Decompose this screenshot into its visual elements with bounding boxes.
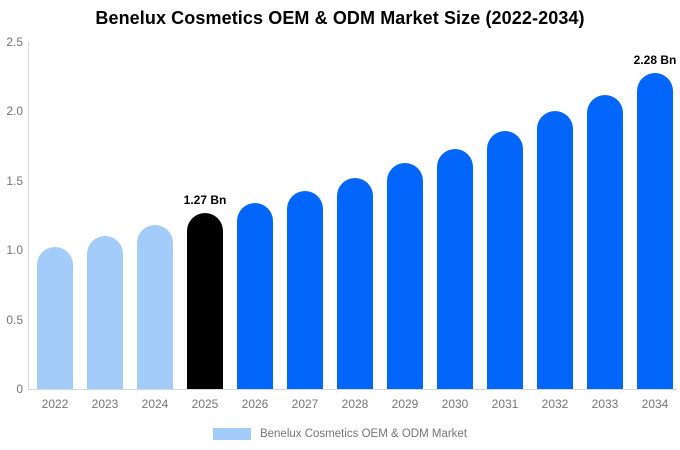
bar-2031: [487, 130, 523, 389]
legend-label: Benelux Cosmetics OEM & ODM Market: [259, 428, 468, 440]
y-tick-label-1.5: 1.5: [6, 173, 23, 188]
bar-2033: [587, 94, 623, 389]
x-tick-label-2033: 2033: [591, 397, 619, 411]
bar-value-label-2034: 2.28 Bn: [633, 52, 677, 67]
bar-2032: [537, 111, 573, 389]
x-tick-label-2028: 2028: [341, 397, 369, 411]
x-tick-label-2027: 2027: [291, 397, 319, 411]
bar-2034: [637, 72, 673, 389]
chart-title: Benelux Cosmetics OEM & ODM Market Size …: [95, 8, 585, 28]
y-tick-label-2.5: 2.5: [6, 35, 23, 49]
y-tick-label-0.5: 0.5: [6, 312, 23, 327]
y-tick-label-2.0: 2.0: [6, 104, 23, 119]
x-tick-label-2034: 2034: [641, 397, 669, 411]
bar-2024: [137, 225, 173, 389]
plot-area: 0 0.5 1.0 1.5 2.0 2.5 1.27 Bn 2.28 Bn 2022 2023…: [6, 35, 677, 411]
x-tick-label-2024: 2024: [141, 397, 169, 411]
legend: Benelux Cosmetics OEM & ODM Market: [0, 426, 680, 442]
x-tick-label-2032: 2032: [541, 397, 569, 411]
x-tick-label-2029: 2029: [391, 397, 419, 411]
bar-2022: [37, 247, 73, 389]
x-tick-label-2031: 2031: [491, 397, 519, 411]
bar-value-label-2025: 1.27 Bn: [183, 192, 227, 207]
y-tick-label-0: 0: [16, 382, 23, 396]
bar-2029: [387, 162, 423, 389]
bar-2026: [237, 203, 273, 389]
y-tick-label-1.0: 1.0: [6, 243, 23, 258]
legend-swatch: [212, 428, 251, 440]
bar-2023: [87, 236, 123, 389]
bar-2027: [287, 190, 323, 389]
x-tick-label-2025: 2025: [191, 397, 219, 411]
x-tick-label-2022: 2022: [41, 397, 69, 411]
bar-2028: [337, 178, 373, 389]
bar-2030: [437, 148, 473, 389]
x-tick-label-2030: 2030: [441, 397, 469, 411]
x-tick-label-2023: 2023: [91, 397, 119, 411]
x-tick-label-2026: 2026: [241, 397, 269, 411]
bar-2025: [187, 212, 223, 389]
